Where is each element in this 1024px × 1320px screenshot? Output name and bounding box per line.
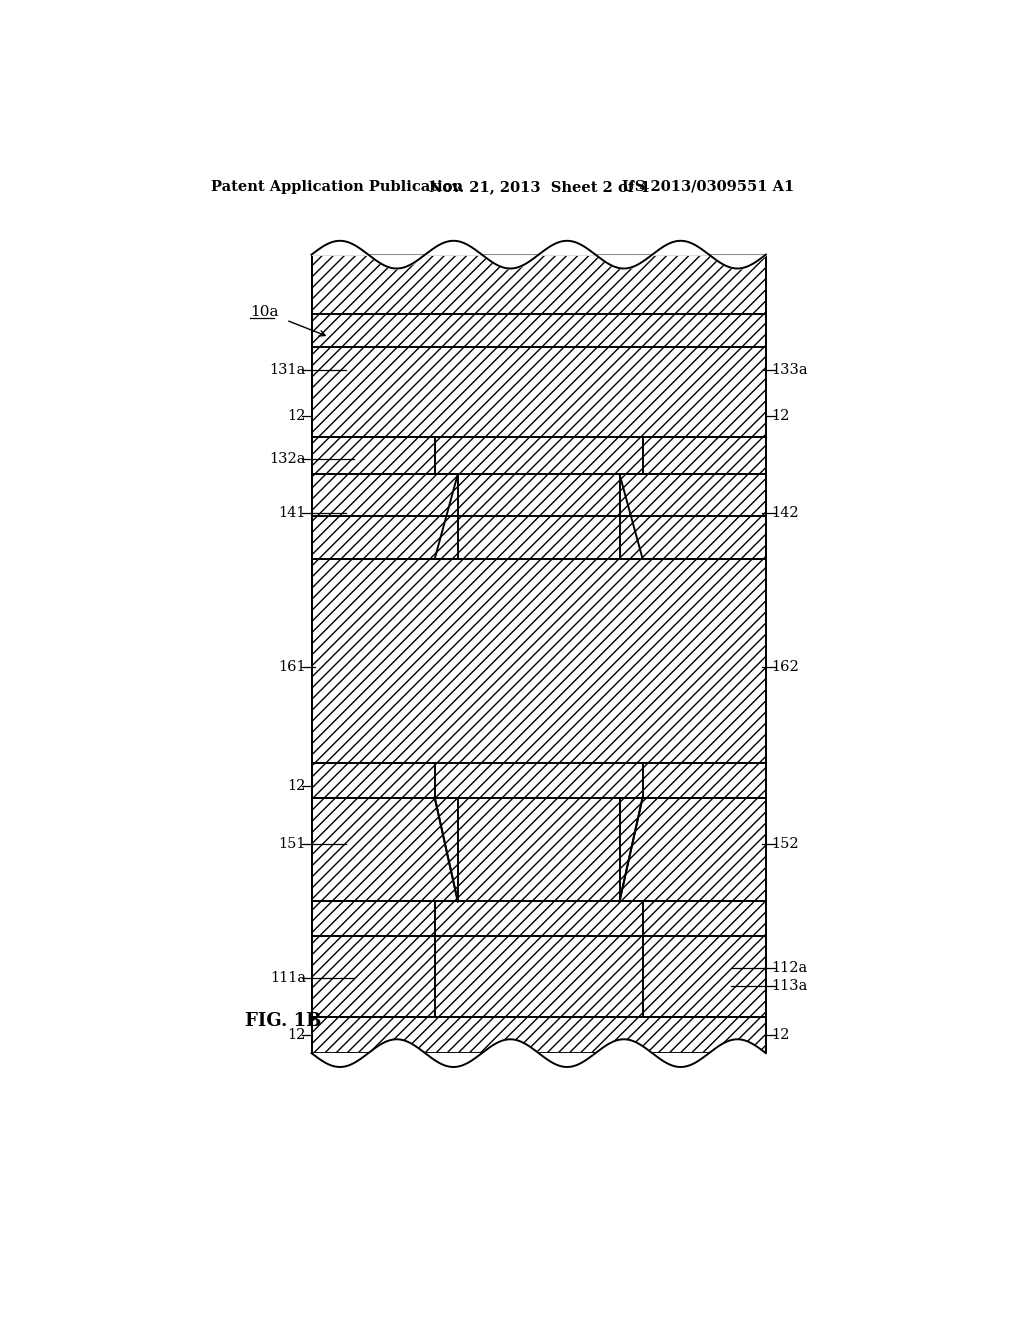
Text: 161: 161 — [279, 660, 306, 673]
Text: 113a: 113a — [771, 979, 808, 993]
Text: Nov. 21, 2013  Sheet 2 of 4: Nov. 21, 2013 Sheet 2 of 4 — [429, 180, 649, 194]
Text: 162: 162 — [771, 660, 799, 673]
Text: FIG. 1B: FIG. 1B — [245, 1012, 321, 1030]
Text: 142: 142 — [771, 506, 799, 520]
Text: 133a: 133a — [771, 363, 808, 378]
Text: 151: 151 — [279, 837, 306, 850]
Text: 12: 12 — [288, 409, 306, 424]
Bar — [643, 763, 766, 1016]
Bar — [620, 797, 766, 902]
Bar — [311, 763, 435, 1016]
Text: 131a: 131a — [269, 363, 306, 378]
Bar — [311, 255, 766, 1053]
Bar — [620, 474, 766, 558]
Text: 12: 12 — [771, 409, 790, 424]
Text: 12: 12 — [771, 1028, 790, 1041]
Text: 152: 152 — [771, 837, 799, 850]
Bar — [643, 437, 766, 516]
Text: 10a: 10a — [250, 305, 279, 319]
Text: Patent Application Publication: Patent Application Publication — [211, 180, 464, 194]
Text: 12: 12 — [288, 1028, 306, 1041]
Text: 112a: 112a — [771, 961, 808, 975]
Bar — [311, 437, 435, 516]
Text: 132a: 132a — [269, 451, 306, 466]
Text: 111a: 111a — [270, 972, 306, 986]
Text: US 2013/0309551 A1: US 2013/0309551 A1 — [622, 180, 794, 194]
Text: 141: 141 — [279, 506, 306, 520]
Bar — [311, 797, 458, 902]
Text: 12: 12 — [288, 779, 306, 793]
Bar — [311, 474, 458, 558]
